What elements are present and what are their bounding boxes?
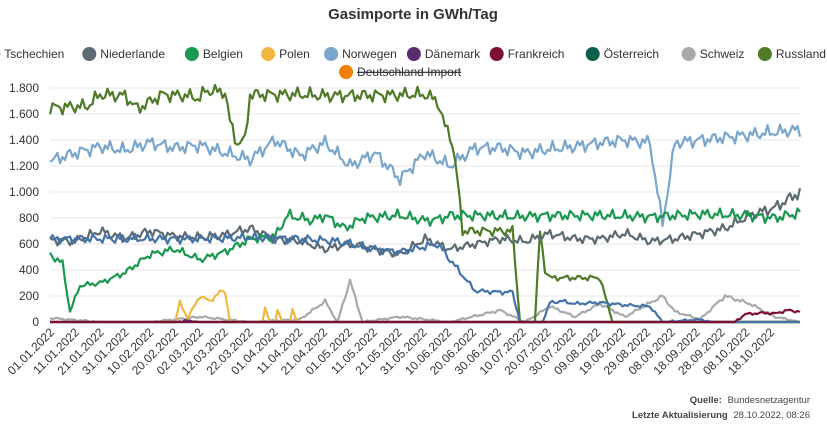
update-note: Letzte Aktualisierung 28.10.2022, 08:26 bbox=[632, 410, 810, 421]
legend-label: Norwegen bbox=[342, 47, 397, 61]
series-line bbox=[50, 289, 800, 324]
legend-item[interactable]: Polen bbox=[261, 47, 310, 61]
legend-item[interactable]: Norwegen bbox=[324, 47, 397, 61]
legend-label: Belgien bbox=[203, 47, 243, 61]
legend-label: Polen bbox=[279, 47, 310, 61]
series-line bbox=[49, 231, 800, 324]
y-tick-label: 1.600 bbox=[9, 107, 39, 121]
y-tick-label: 1.000 bbox=[9, 185, 39, 199]
legend-marker bbox=[489, 47, 504, 61]
plot-area bbox=[48, 83, 802, 324]
series-line bbox=[49, 278, 801, 324]
legend-item[interactable]: Russland bbox=[757, 47, 826, 61]
series-line bbox=[48, 83, 800, 324]
y-tick-label: 600 bbox=[19, 237, 39, 251]
legend-label: Dänemark bbox=[425, 47, 481, 61]
updated-value: 28.10.2022, 08:26 bbox=[733, 410, 810, 421]
legend-label: Niederlande bbox=[100, 47, 165, 61]
series-line bbox=[49, 123, 802, 228]
legend-marker bbox=[184, 47, 199, 61]
y-tick-label: 1.800 bbox=[9, 81, 39, 95]
legend-marker bbox=[757, 47, 772, 61]
y-tick-label: 800 bbox=[19, 211, 39, 225]
y-tick-label: 1.200 bbox=[9, 159, 39, 173]
legend-item[interactable]: Tschechien bbox=[0, 47, 64, 61]
y-axis: 0 200 400 600 800 1.000 1.200 1.400 1.600 1.800 bbox=[9, 81, 39, 329]
legend-label: Russland bbox=[776, 47, 826, 61]
legend-label: Frankreich bbox=[508, 47, 565, 61]
legend: Tschechien Niederlande Belgien Polen Norwege… bbox=[0, 47, 826, 79]
legend-item[interactable]: Frankreich bbox=[489, 47, 565, 61]
legend-label: Tschechien bbox=[4, 47, 64, 61]
series-line bbox=[49, 187, 802, 258]
legend-item[interactable]: Dänemark bbox=[406, 47, 481, 61]
footer: Quelle: Bundesnetzagentur Letzte Aktuali… bbox=[632, 395, 810, 421]
updated-label: Letzte Aktualisierung bbox=[632, 410, 728, 421]
chart-title: Gasimporte in GWh/Tag bbox=[328, 6, 498, 23]
legend-item[interactable]: Schweiz bbox=[681, 47, 745, 61]
legend-marker bbox=[585, 47, 600, 61]
legend-marker bbox=[681, 47, 696, 61]
series-line bbox=[49, 207, 801, 313]
gridlines bbox=[50, 87, 800, 323]
legend-marker bbox=[261, 47, 276, 61]
series-line bbox=[50, 308, 801, 324]
y-tick-label: 1.400 bbox=[9, 133, 39, 147]
y-tick-label: 0 bbox=[32, 315, 39, 329]
source-value: Bundesnetzagentur bbox=[728, 395, 810, 406]
x-axis: 01.01.202211.01.202221.01.202231.01.2022… bbox=[5, 325, 778, 378]
legend-label: Schweiz bbox=[700, 47, 745, 61]
legend-item[interactable]: Deutschland Import bbox=[339, 65, 462, 79]
legend-item[interactable]: Österreich bbox=[585, 47, 659, 61]
legend-marker bbox=[82, 47, 97, 61]
legend-item[interactable]: Belgien bbox=[184, 47, 243, 61]
y-tick-label: 200 bbox=[19, 289, 39, 303]
legend-marker bbox=[406, 47, 421, 61]
source-label: Quelle: bbox=[690, 395, 722, 406]
legend-label: Österreich bbox=[604, 47, 659, 61]
legend-marker bbox=[324, 47, 339, 61]
legend-marker bbox=[339, 65, 354, 79]
source-note: Quelle: Bundesnetzagentur bbox=[690, 395, 810, 406]
y-tick-label: 400 bbox=[19, 263, 39, 277]
legend-item[interactable]: Niederlande bbox=[82, 47, 165, 61]
legend-label: Deutschland Import bbox=[357, 65, 462, 79]
